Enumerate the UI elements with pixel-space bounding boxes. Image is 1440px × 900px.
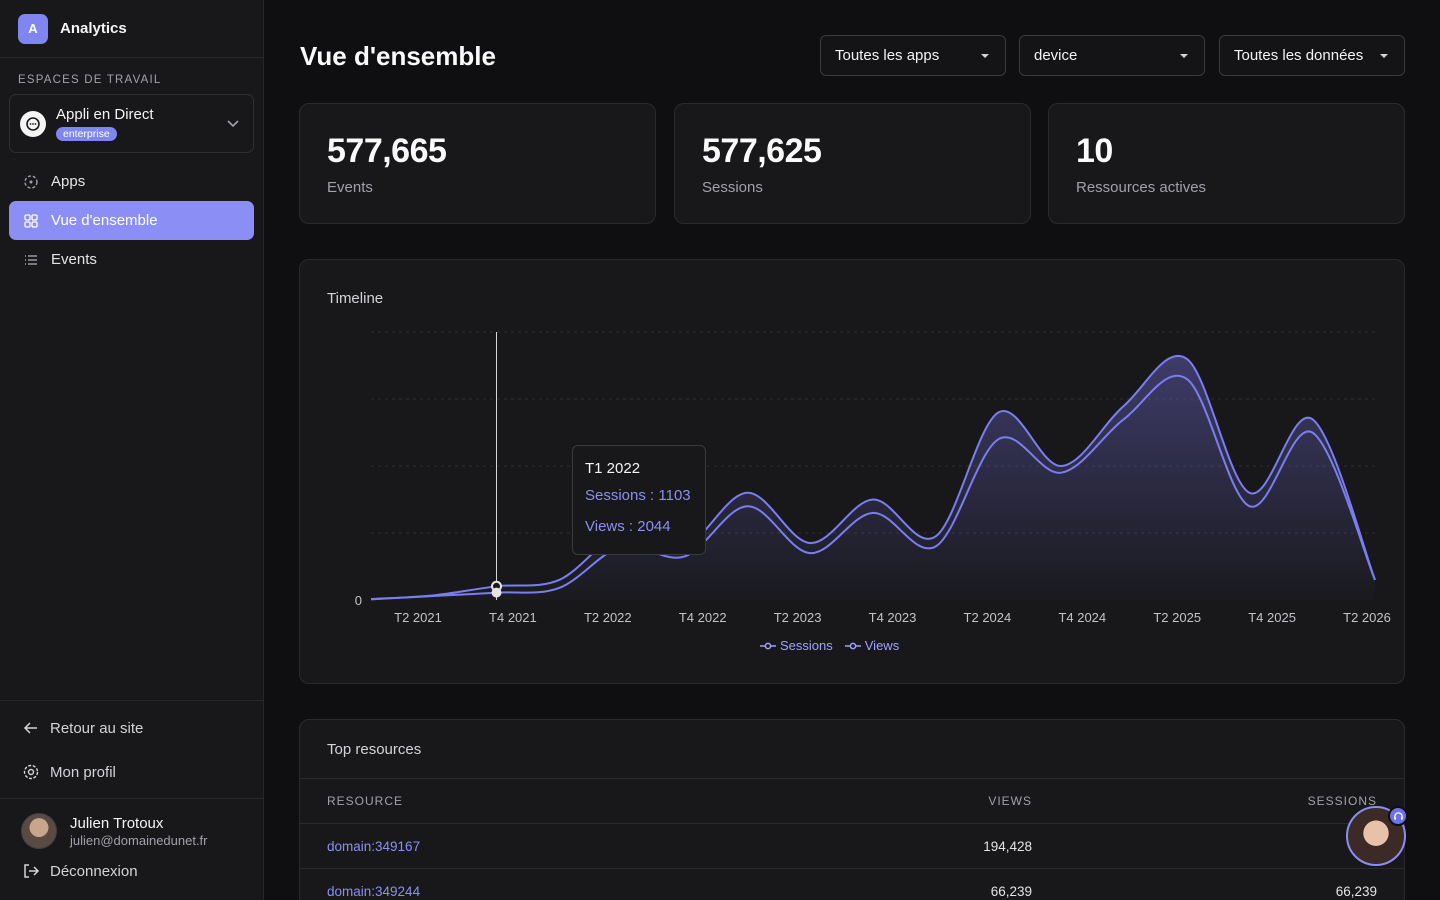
stat-value: 10 bbox=[1076, 132, 1113, 170]
legend-label: Sessions bbox=[780, 638, 833, 653]
grid-icon bbox=[24, 213, 38, 228]
legend-label: Views bbox=[864, 638, 900, 653]
tooltip-views: Views : 2044 bbox=[585, 518, 671, 535]
x-tick-label: T2 2023 bbox=[774, 610, 822, 625]
tooltip-sessions: Sessions : 1103 bbox=[585, 487, 691, 504]
app-filter-select[interactable]: Toutes les apps bbox=[820, 35, 1006, 76]
dimension-filter-select[interactable]: device bbox=[1019, 35, 1205, 76]
sidebar-item-apps[interactable]: Apps bbox=[9, 162, 254, 201]
legend-marker-icon bbox=[844, 642, 861, 649]
avatar[interactable] bbox=[21, 813, 57, 849]
x-tick-label: T4 2024 bbox=[1058, 610, 1106, 625]
table-row: domain:349244 66,239 66,239 bbox=[300, 868, 1404, 900]
x-tick-label: T4 2025 bbox=[1248, 610, 1296, 625]
support-assistant-button[interactable] bbox=[1346, 806, 1408, 866]
table-row: domain:349167 194,428 194 bbox=[300, 823, 1404, 868]
caret-down-icon bbox=[981, 54, 989, 58]
headset-icon bbox=[1388, 806, 1408, 826]
workspace-plan-badge: enterprise bbox=[56, 126, 117, 141]
stat-label: Events bbox=[327, 179, 373, 196]
resource-link[interactable]: domain:349167 bbox=[327, 839, 421, 854]
timeline-title: Timeline bbox=[327, 290, 384, 307]
x-tick-label: T4 2021 bbox=[489, 610, 537, 625]
table-header: RESOURCE VIEWS SESSIONS bbox=[300, 778, 1404, 823]
sidebar: A Analytics ESPACES DE TRAVAIL Appli en … bbox=[0, 0, 264, 900]
sidebar-nav: Apps Vue d'ensemble Events bbox=[9, 162, 254, 279]
my-profile-label: Mon profil bbox=[50, 763, 116, 781]
x-tick-label: T2 2022 bbox=[584, 610, 632, 625]
x-tick-label: T2 2026 bbox=[1343, 610, 1391, 625]
user-panel: Julien Trotoux julien@domainedunet.fr Dé… bbox=[0, 798, 264, 900]
dimension-filter-value: device bbox=[1034, 47, 1078, 64]
timeline-card: Timeline 0 T2 2021 T4 2021 T2 2022 T4 2022 T2… bbox=[299, 259, 1405, 684]
stat-label: Sessions bbox=[702, 179, 763, 196]
sessions-line bbox=[370, 375, 1376, 601]
caret-down-icon bbox=[1380, 54, 1388, 58]
gear-icon bbox=[23, 764, 39, 780]
back-to-site-label: Retour au site bbox=[50, 719, 144, 737]
workspace-name: Appli en Direct bbox=[56, 105, 154, 123]
column-header-resource[interactable]: RESOURCE bbox=[327, 794, 404, 808]
top-resources-card: Top resources RESOURCE VIEWS SESSIONS do… bbox=[299, 719, 1405, 900]
sidebar-item-label: Vue d'ensemble bbox=[51, 212, 158, 229]
chart-legend: Sessions Views bbox=[760, 638, 899, 653]
x-tick-label: T4 2023 bbox=[869, 610, 917, 625]
sidebar-item-label: Apps bbox=[51, 173, 86, 190]
sidebar-footer-links: Retour au site Mon profil bbox=[0, 700, 264, 794]
logout-button[interactable]: Déconnexion bbox=[22, 862, 138, 880]
page-title: Vue d'ensemble bbox=[300, 41, 496, 71]
views-area bbox=[371, 355, 1375, 600]
arrow-left-icon bbox=[23, 722, 37, 734]
app-logo: A bbox=[18, 13, 48, 44]
stat-card-active-resources: 10 Ressources actives bbox=[1048, 103, 1405, 224]
chevron-down-icon bbox=[227, 120, 239, 128]
sidebar-item-overview[interactable]: Vue d'ensemble bbox=[9, 201, 254, 240]
hover-point bbox=[491, 587, 502, 598]
chat-bubble-icon bbox=[20, 110, 46, 137]
views-value: 66,239 bbox=[990, 884, 1032, 899]
sidebar-item-label: Events bbox=[51, 251, 97, 268]
top-resources-title: Top resources bbox=[327, 741, 422, 758]
stat-card-events: 577,665 Events bbox=[299, 103, 656, 224]
user-name: Julien Trotoux bbox=[70, 814, 164, 832]
brand[interactable]: A Analytics bbox=[0, 0, 263, 58]
list-icon bbox=[25, 254, 37, 265]
views-value: 194,428 bbox=[983, 839, 1032, 854]
back-to-site-link[interactable]: Retour au site bbox=[0, 706, 264, 750]
y-tick-label: 0 bbox=[355, 593, 362, 608]
caret-down-icon bbox=[1180, 54, 1188, 58]
legend-item-sessions[interactable]: Sessions bbox=[760, 638, 833, 653]
chart-tooltip: T1 2022 Sessions : 1103 Views : 2044 bbox=[572, 445, 706, 555]
stat-label: Ressources actives bbox=[1076, 179, 1207, 196]
stat-card-sessions: 577,625 Sessions bbox=[674, 103, 1031, 224]
logout-label: Déconnexion bbox=[50, 862, 138, 880]
app-filter-value: Toutes les apps bbox=[835, 47, 940, 64]
stat-value: 577,665 bbox=[327, 132, 447, 170]
sessions-value: 66,239 bbox=[1335, 884, 1377, 899]
x-tick-label: T2 2021 bbox=[394, 610, 442, 625]
tooltip-title: T1 2022 bbox=[585, 460, 641, 477]
workspace-selector[interactable]: Appli en Direct enterprise bbox=[9, 94, 254, 153]
data-filter-select[interactable]: Toutes les données bbox=[1219, 35, 1405, 76]
legend-item-views[interactable]: Views bbox=[844, 638, 900, 653]
x-tick-label: T2 2025 bbox=[1153, 610, 1201, 625]
column-header-sessions[interactable]: SESSIONS bbox=[1307, 794, 1377, 808]
data-filter-value: Toutes les données bbox=[1234, 47, 1364, 64]
user-email: julien@domainedunet.fr bbox=[70, 832, 208, 848]
sidebar-item-events[interactable]: Events bbox=[9, 240, 254, 279]
timeline-chart[interactable]: 0 T2 2021 T4 2021 T2 2022 T4 2022 T2 2023 T4 2… bbox=[300, 260, 1404, 683]
app-name: Analytics bbox=[60, 20, 127, 37]
views-line bbox=[370, 355, 1376, 600]
apps-icon bbox=[24, 174, 38, 189]
column-header-views[interactable]: VIEWS bbox=[988, 794, 1032, 808]
x-tick-label: T2 2024 bbox=[964, 610, 1012, 625]
legend-marker-icon bbox=[760, 642, 776, 649]
stat-value: 577,625 bbox=[702, 132, 822, 170]
logout-icon bbox=[24, 864, 40, 878]
my-profile-link[interactable]: Mon profil bbox=[0, 750, 264, 794]
workspaces-section-label: ESPACES DE TRAVAIL bbox=[18, 74, 162, 86]
resource-link[interactable]: domain:349244 bbox=[327, 884, 421, 899]
x-tick-label: T4 2022 bbox=[679, 610, 727, 625]
